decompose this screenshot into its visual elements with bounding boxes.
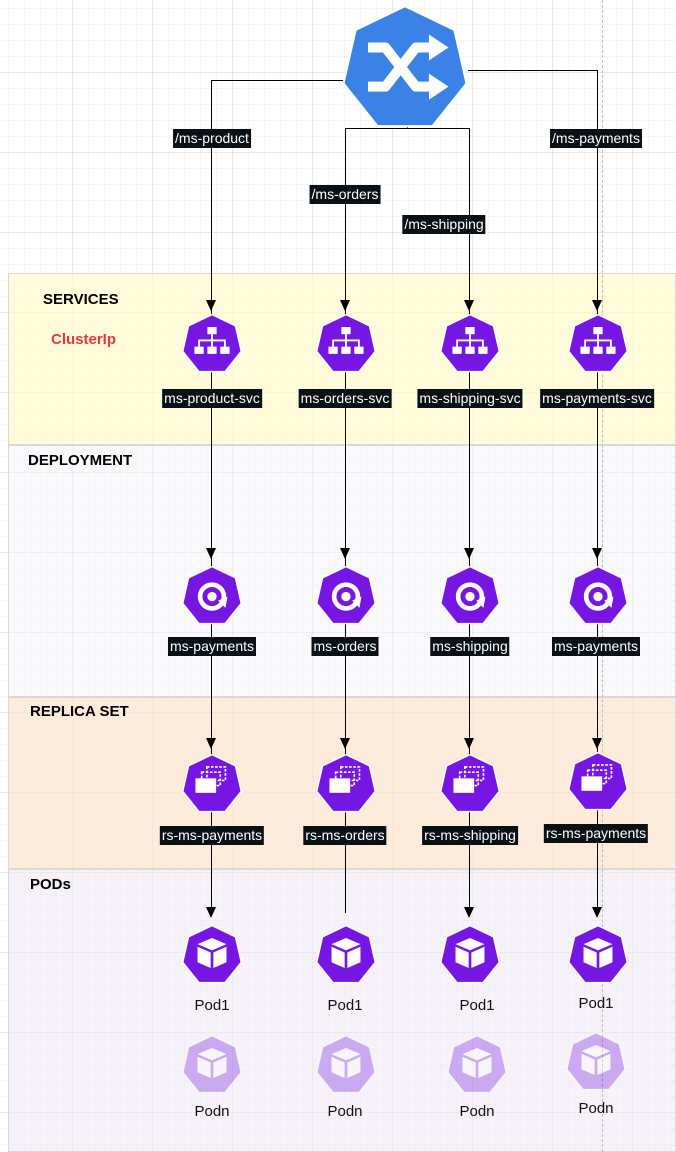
k8s-pod-icon bbox=[440, 924, 500, 984]
replica-set-label-3: rs-ms-shipping bbox=[422, 826, 518, 845]
arrow-head bbox=[340, 738, 350, 749]
arrow-head bbox=[340, 300, 350, 311]
route-connector-payments bbox=[468, 70, 598, 71]
k8s-replicaset-icon bbox=[182, 753, 242, 813]
arrow-head bbox=[592, 738, 602, 749]
k8s-service-icon bbox=[440, 313, 500, 373]
service-label-payments: ms-payments-svc bbox=[540, 389, 654, 408]
podn-label-4: Podn bbox=[578, 1100, 614, 1117]
k8s-deployment-icon bbox=[568, 565, 628, 625]
k8s-replicaset-icon bbox=[440, 753, 500, 813]
route-label-payments: /ms-payments bbox=[550, 129, 642, 148]
k8s-pod-icon bbox=[447, 1034, 507, 1094]
pod-label-1: Pod1 bbox=[194, 997, 230, 1014]
arrow-head bbox=[206, 738, 216, 749]
flow-line-orders bbox=[345, 128, 346, 913]
service-label-orders: ms-orders-svc bbox=[298, 389, 392, 408]
k8s-pod-icon bbox=[566, 1031, 626, 1091]
arrow-head bbox=[464, 300, 474, 311]
pods-title: PODs bbox=[30, 876, 71, 893]
k8s-service-icon bbox=[316, 313, 376, 373]
podn-label-1: Podn bbox=[194, 1103, 230, 1120]
k8s-deployment-icon bbox=[316, 565, 376, 625]
cluster-ip-label: ClusterIp bbox=[51, 331, 117, 348]
arrow-head bbox=[206, 300, 216, 311]
k8s-pod-icon bbox=[182, 1034, 242, 1094]
k8s-replicaset-icon bbox=[316, 753, 376, 813]
pod-label-2: Pod1 bbox=[327, 997, 363, 1014]
service-label-shipping: ms-shipping-svc bbox=[417, 389, 523, 408]
flow-line-shipping bbox=[469, 128, 470, 913]
route-connector-product bbox=[211, 80, 344, 81]
deployment-label-2: ms-orders bbox=[311, 637, 379, 656]
flow-line-payments bbox=[597, 70, 598, 913]
arrow-head bbox=[464, 907, 474, 918]
route-label-shipping: /ms-shipping bbox=[402, 215, 486, 234]
replica-set-label-2: rs-ms-orders bbox=[303, 826, 387, 845]
replica-set-title: REPLICA SET bbox=[30, 703, 129, 720]
route-label-orders: /ms-orders bbox=[309, 185, 381, 204]
arrow-head bbox=[592, 907, 602, 918]
arrow-head bbox=[464, 738, 474, 749]
services-title: SERVICES bbox=[43, 291, 119, 308]
k8s-replicaset-icon bbox=[568, 751, 628, 811]
k8s-pod-icon bbox=[568, 924, 628, 984]
service-label-product: ms-product-svc bbox=[162, 389, 262, 408]
k8s-deployment-icon bbox=[182, 565, 242, 625]
arrow-head bbox=[340, 548, 350, 559]
arrow-head bbox=[464, 548, 474, 559]
arrow-head bbox=[592, 300, 602, 311]
replica-set-label-4: rs-ms-payments bbox=[543, 824, 649, 843]
k8s-service-icon bbox=[182, 313, 242, 373]
pods-band bbox=[8, 869, 676, 1152]
shuffle-icon bbox=[342, 5, 468, 128]
deployment-label-1: ms-payments bbox=[167, 637, 257, 656]
k8s-pod-icon bbox=[182, 924, 242, 984]
podn-label-2: Podn bbox=[327, 1103, 363, 1120]
arrow-head bbox=[592, 548, 602, 559]
deployment-label-3: ms-shipping bbox=[430, 637, 510, 656]
deployment-title: DEPLOYMENT bbox=[28, 452, 133, 469]
arrow-head bbox=[206, 548, 216, 559]
podn-label-3: Podn bbox=[459, 1103, 495, 1120]
k8s-pod-icon bbox=[316, 1034, 376, 1094]
k8s-deployment-icon bbox=[440, 565, 500, 625]
pod-label-4: Pod1 bbox=[578, 995, 614, 1012]
k8s-pod-icon bbox=[316, 924, 376, 984]
k8s-service-icon bbox=[568, 313, 628, 373]
route-label-product: /ms-product bbox=[173, 129, 251, 148]
arrow-head bbox=[206, 907, 216, 918]
route-connector-orders-shipping bbox=[345, 128, 469, 129]
replica-set-label-1: rs-ms-payments bbox=[159, 826, 265, 845]
pod-label-3: Pod1 bbox=[459, 997, 495, 1014]
deployment-label-4: ms-payments bbox=[551, 637, 641, 656]
flow-line-product bbox=[211, 80, 212, 912]
